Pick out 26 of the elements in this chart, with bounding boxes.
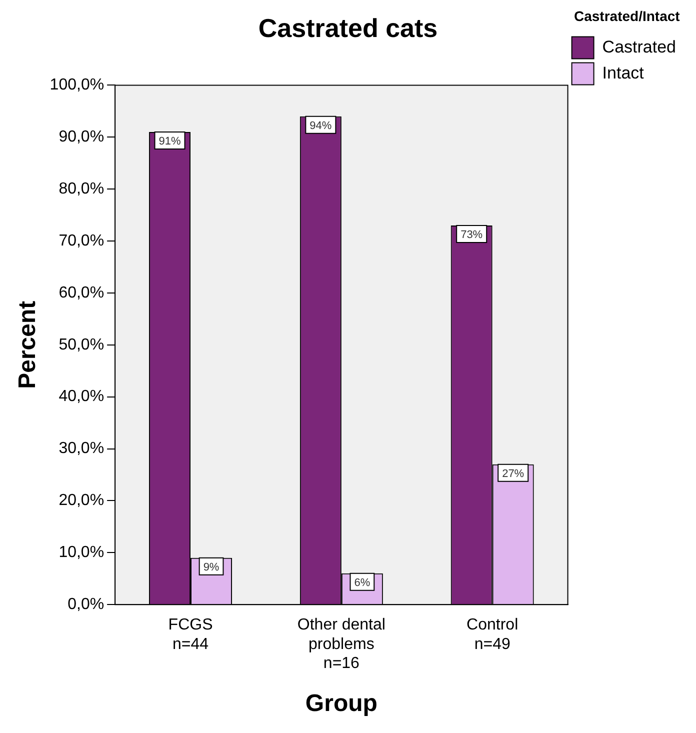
y-tick-label: 0,0% xyxy=(68,596,104,614)
y-tick-label: 40,0% xyxy=(58,388,104,406)
y-tick-label: 30,0% xyxy=(58,440,104,458)
y-tick-label: 90,0% xyxy=(58,128,104,146)
data-label: 73% xyxy=(460,228,483,241)
x-tick-label: Other dental problems n=16 xyxy=(297,616,386,672)
data-label: 91% xyxy=(158,135,181,148)
legend-label: Intact xyxy=(602,63,644,82)
x-tick-label: Control n=49 xyxy=(466,616,518,653)
legend-title: Castrated/Intact xyxy=(574,8,680,24)
chart-title: Castrated cats xyxy=(258,12,438,43)
y-tick-label: 70,0% xyxy=(58,232,104,250)
y-tick-label: 60,0% xyxy=(58,284,104,302)
data-label: 9% xyxy=(203,561,220,574)
data-label: 27% xyxy=(502,468,524,480)
data-label: 6% xyxy=(354,576,370,589)
data-label: 94% xyxy=(310,120,332,132)
y-tick-label: 50,0% xyxy=(58,336,104,354)
x-axis-title: Group xyxy=(305,690,378,718)
y-tick-label: 10,0% xyxy=(58,544,104,562)
y-axis-title: Percent xyxy=(14,300,42,389)
y-tick-label: 80,0% xyxy=(58,180,104,198)
legend-label: Castrated xyxy=(602,37,676,56)
x-tick-label: FCGS n=44 xyxy=(168,616,213,653)
y-tick-label: 20,0% xyxy=(58,492,104,510)
y-tick-label: 100,0% xyxy=(50,76,104,94)
